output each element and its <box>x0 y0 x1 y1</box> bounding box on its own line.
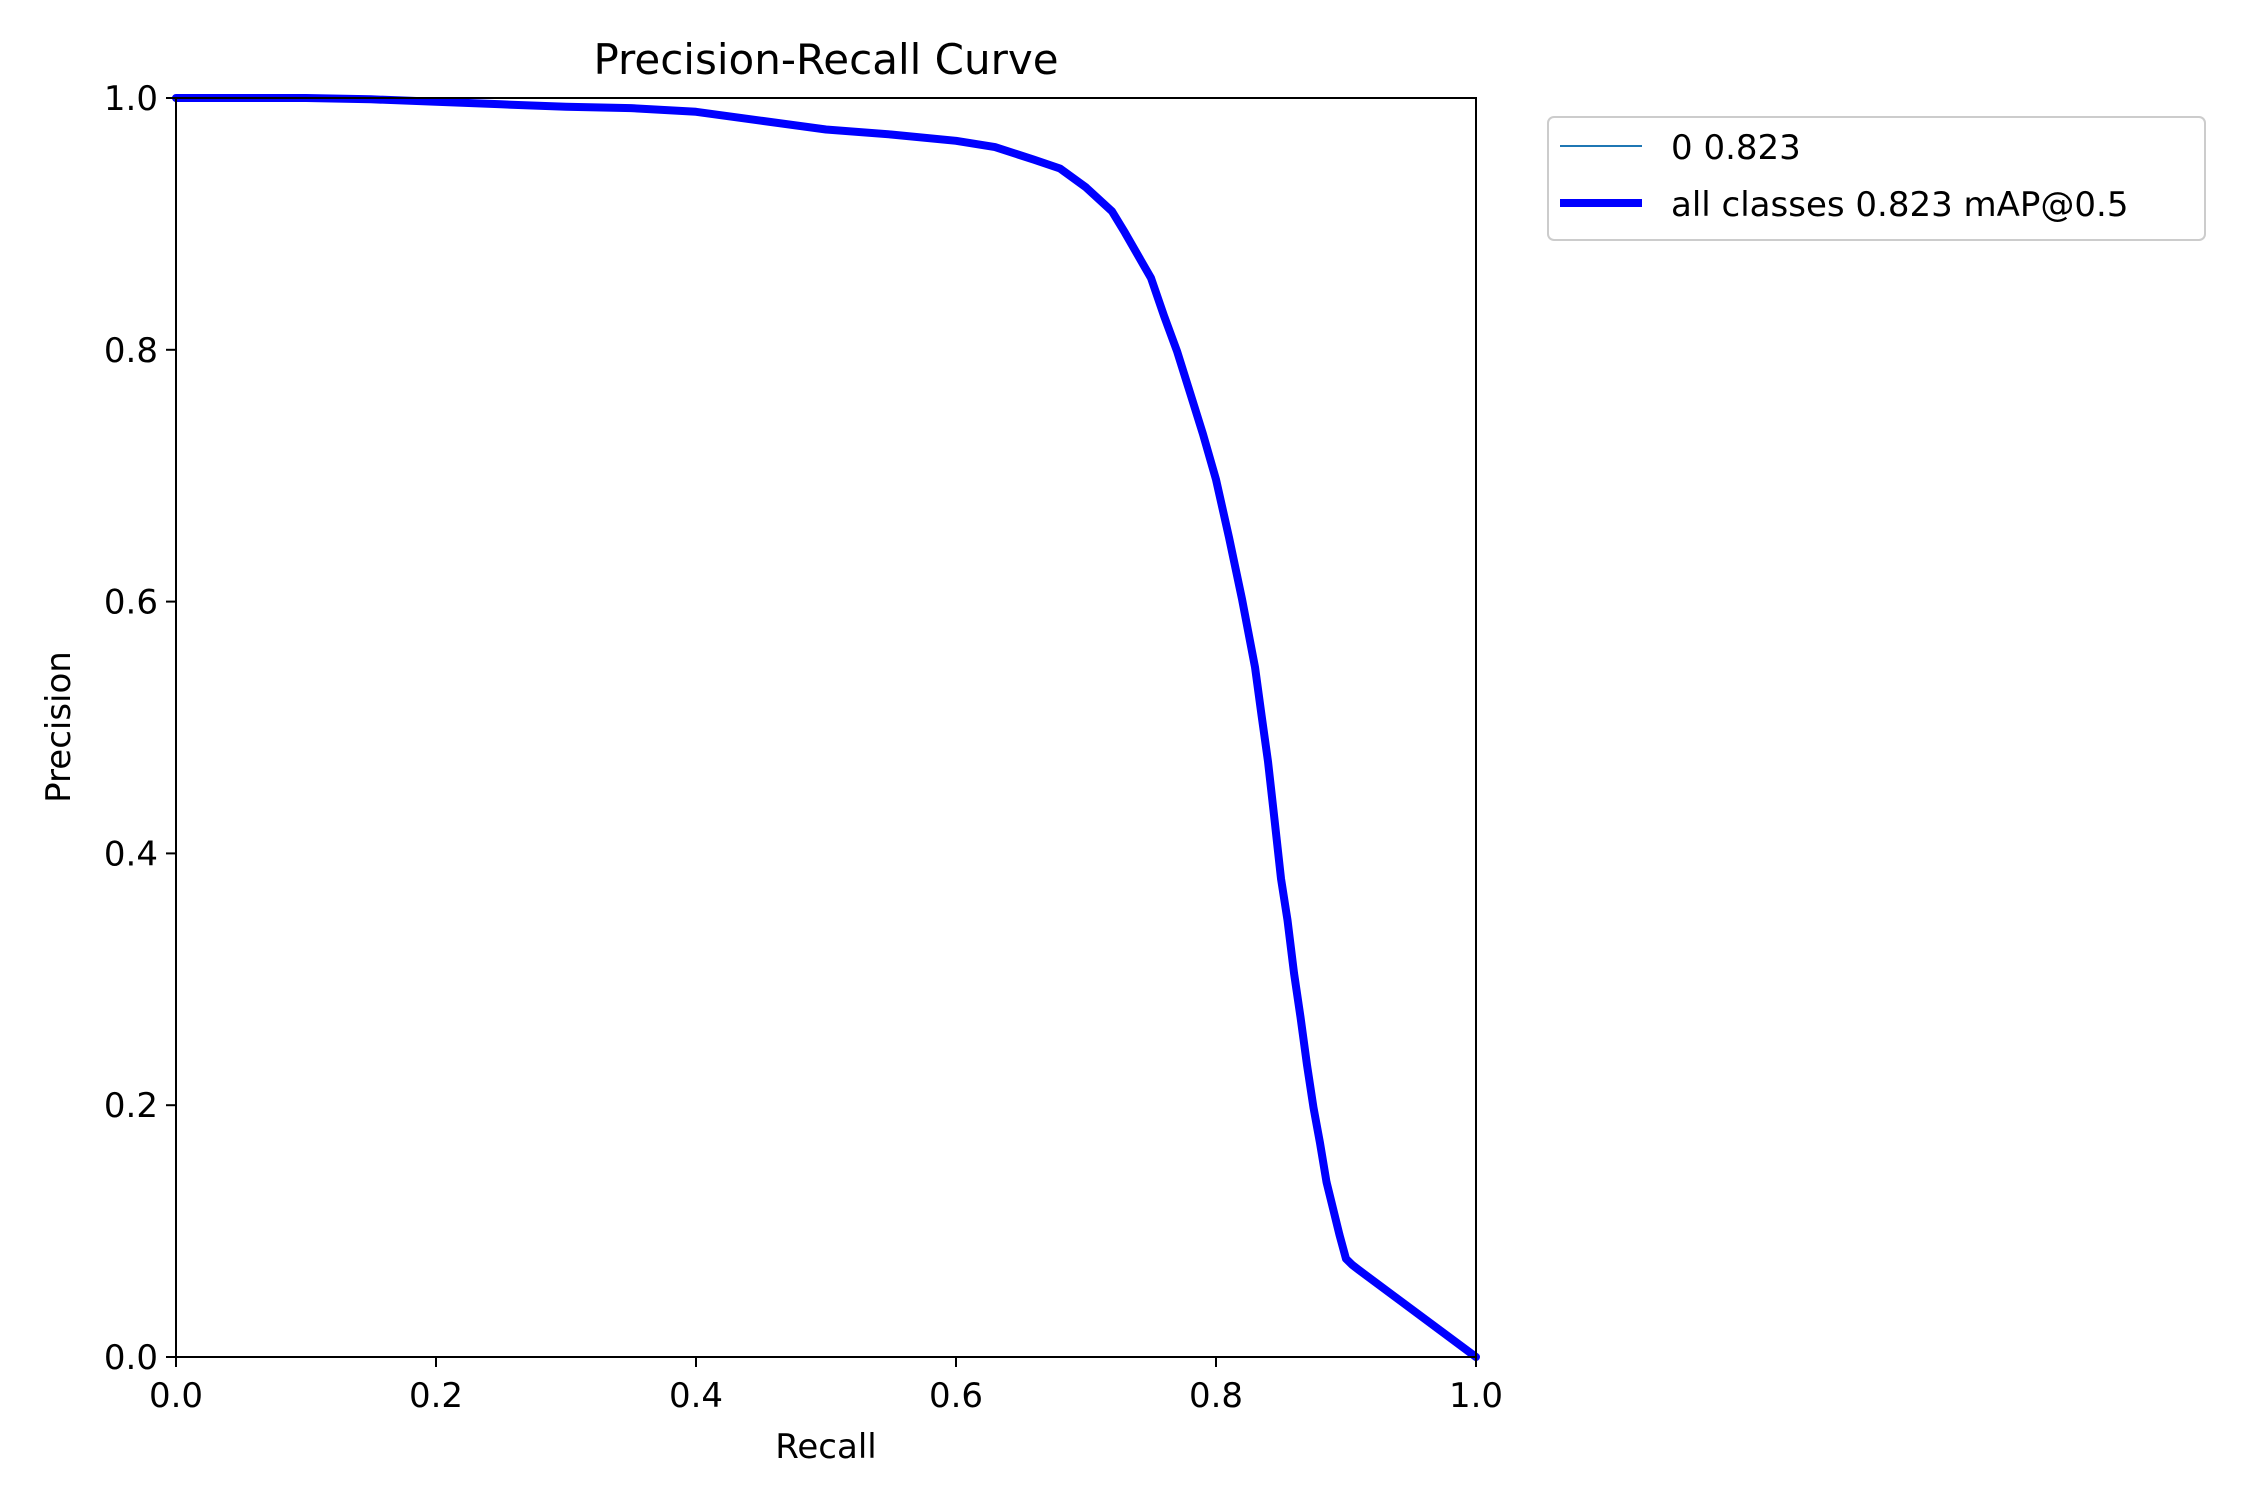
chart-title: Precision-Recall Curve <box>593 35 1058 84</box>
y-tick-label-5: 1.0 <box>104 79 158 119</box>
y-axis-ticks: 0.0 0.2 0.4 0.6 0.8 1.0 <box>104 79 176 1378</box>
x-tick-label-2: 0.4 <box>669 1376 723 1416</box>
legend-label-series-1: all classes 0.823 mAP@0.5 <box>1671 185 2128 225</box>
y-axis-label: Precision <box>39 651 79 803</box>
y-tick-label-1: 0.2 <box>104 1086 158 1126</box>
x-tick-label-1: 0.2 <box>409 1376 463 1416</box>
x-tick-label-3: 0.6 <box>929 1376 983 1416</box>
y-tick-label-2: 0.4 <box>104 834 158 874</box>
x-tick-label-5: 1.0 <box>1449 1376 1503 1416</box>
legend-label-series-0: 0 0.823 <box>1671 128 1801 168</box>
series-layer <box>172 94 1480 1361</box>
x-axis-ticks: 0.0 0.2 0.4 0.6 0.8 1.0 <box>149 1357 1503 1416</box>
legend-box <box>1547 116 2206 241</box>
y-tick-label-3: 0.6 <box>104 583 158 623</box>
plot-frame <box>175 97 1477 1358</box>
x-tick-label-4: 0.8 <box>1189 1376 1243 1416</box>
y-tick-label-0: 0.0 <box>104 1338 158 1378</box>
x-axis-label: Recall <box>775 1427 876 1467</box>
series-line-1 <box>172 94 1480 1361</box>
x-tick-label-0: 0.0 <box>149 1376 203 1416</box>
y-tick-label-4: 0.8 <box>104 331 158 371</box>
legend: 0 0.823 all classes 0.823 mAP@0.5 <box>1547 116 2206 241</box>
